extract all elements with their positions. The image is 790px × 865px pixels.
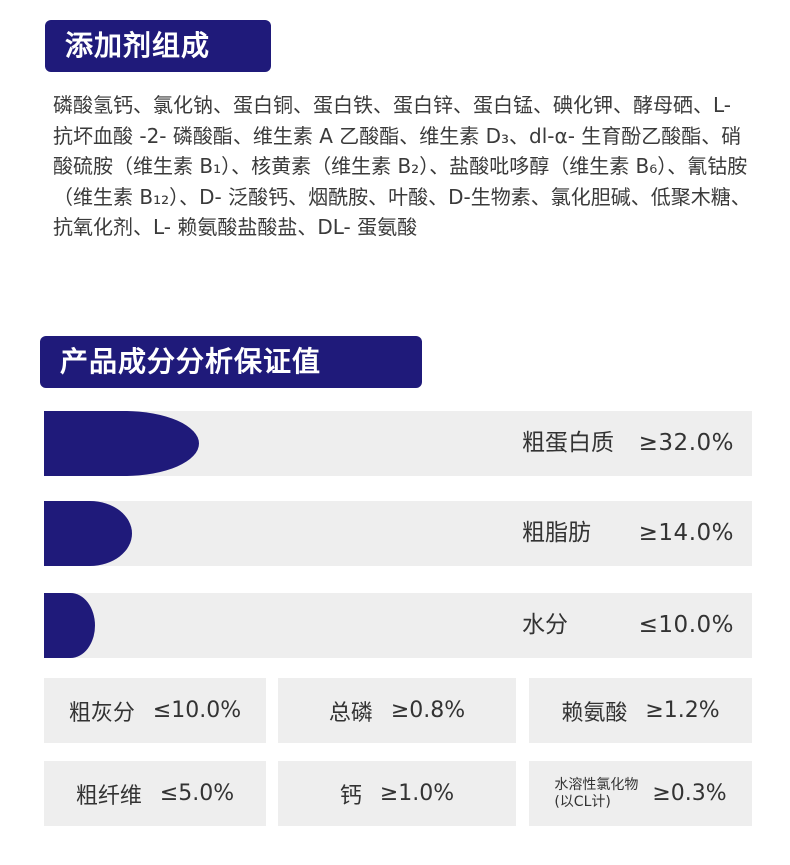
- bar-fill-crude-protein: [44, 411, 200, 476]
- bar-label-crude-protein: 粗蛋白质: [522, 430, 614, 456]
- bar-row-crude-protein: 粗蛋白质 ≥32.0%: [44, 411, 752, 476]
- bar-row-moisture: 水分 ≤10.0%: [44, 593, 752, 658]
- bar-value-moisture: ≤10.0%: [638, 612, 734, 638]
- cell-crude-fiber: 粗纤维 ≤5.0%: [44, 761, 266, 826]
- cell-name-calcium: 钙: [339, 783, 362, 809]
- cell-value-lysine: ≥1.2%: [645, 698, 720, 723]
- bar-value-crude-protein: ≥32.0%: [638, 430, 734, 456]
- cell-value-calcium: ≥1.0%: [379, 781, 455, 806]
- cell-name-crude-fiber: 粗纤维: [75, 783, 142, 809]
- cell-calcium: 钙 ≥1.0%: [278, 761, 516, 826]
- bar-value-crude-fat: ≥14.0%: [638, 520, 734, 546]
- cell-name-lysine: 赖氨酸: [561, 700, 628, 726]
- cell-name-crude-ash: 粗灰分: [68, 700, 135, 726]
- additives-ingredients-text: 磷酸氢钙、氯化钠、蛋白铜、蛋白铁、蛋白锌、蛋白锰、碘化钾、酵母硒、L- 抗坏血酸…: [53, 93, 751, 239]
- bar-label-moisture: 水分: [522, 612, 568, 638]
- cell-total-phosphorus: 总磷 ≥0.8%: [278, 678, 516, 743]
- analysis-title: 产品成分分析保证值: [40, 336, 422, 388]
- cell-name-water-soluble-chloride-line2: (以CL计): [554, 793, 611, 810]
- additives-title: 添加剂组成: [45, 20, 271, 72]
- bar-fill-moisture: [44, 593, 95, 658]
- cell-name-water-soluble-chloride: 水溶性氯化物 (以CL计): [554, 777, 638, 811]
- cell-name-total-phosphorus: 总磷: [328, 700, 373, 726]
- cell-value-crude-fiber: ≤5.0%: [159, 781, 235, 806]
- cell-value-total-phosphorus: ≥0.8%: [390, 698, 466, 723]
- cell-crude-ash: 粗灰分 ≤10.0%: [44, 678, 266, 743]
- cell-name-water-soluble-chloride-line1: 水溶性氯化物: [554, 776, 639, 793]
- cell-lysine: 赖氨酸 ≥1.2%: [529, 678, 752, 743]
- bar-label-crude-fat: 粗脂肪: [522, 520, 591, 546]
- bar-row-crude-fat: 粗脂肪 ≥14.0%: [44, 501, 752, 566]
- bar-fill-crude-fat: [44, 501, 132, 566]
- cell-value-water-soluble-chloride: ≥0.3%: [652, 781, 727, 806]
- cell-water-soluble-chloride: 水溶性氯化物 (以CL计) ≥0.3%: [529, 761, 752, 826]
- cell-value-crude-ash: ≤10.0%: [152, 698, 242, 723]
